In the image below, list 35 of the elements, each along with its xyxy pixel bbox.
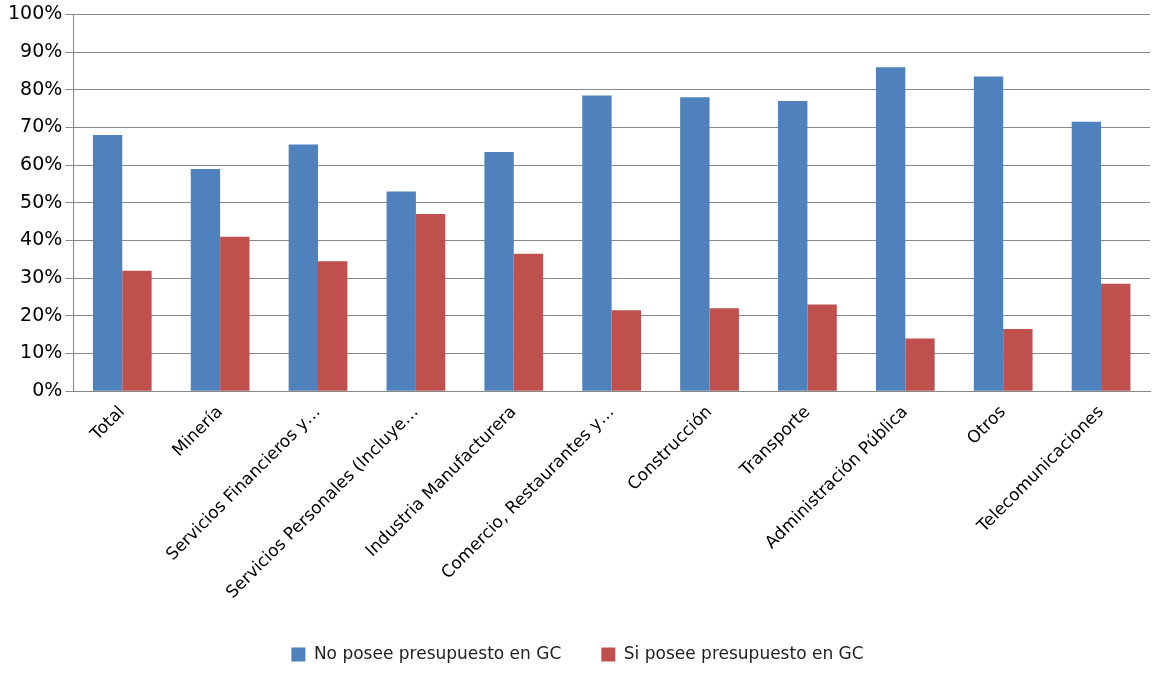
bar [905,338,935,391]
bar [415,214,446,391]
y-tick-label: 90% [20,39,63,62]
y-tick-label: 50% [20,189,63,212]
y-tick-label: 80% [20,76,63,99]
bar [386,191,416,391]
bar [220,236,250,391]
bar [190,168,221,391]
bar [92,134,123,391]
bar [680,97,710,391]
bar [807,304,837,391]
bar [288,144,319,391]
y-tick-label: 30% [20,265,63,288]
bar [709,308,739,391]
bar [973,76,1004,391]
bar [318,261,348,391]
bar [611,310,642,391]
bar [875,67,906,391]
bar [1003,329,1033,391]
legend-label: No posee presupuesto en GC [313,642,562,663]
bar [1071,121,1102,391]
bar [778,101,808,391]
y-tick-label: 100% [7,1,63,24]
y-tick-label: 0% [32,378,63,401]
bar [1101,283,1131,391]
bar [122,270,152,391]
y-tick-label: 40% [20,227,63,250]
y-tick-label: 60% [20,152,63,175]
y-tick-label: 20% [20,302,63,325]
y-tick-label: 70% [20,114,63,137]
bar [484,151,514,391]
bar [513,253,544,391]
legend-label: Si posee presupuesto en GC [623,642,864,663]
y-tick-label: 10% [20,340,63,363]
bar [582,95,612,391]
